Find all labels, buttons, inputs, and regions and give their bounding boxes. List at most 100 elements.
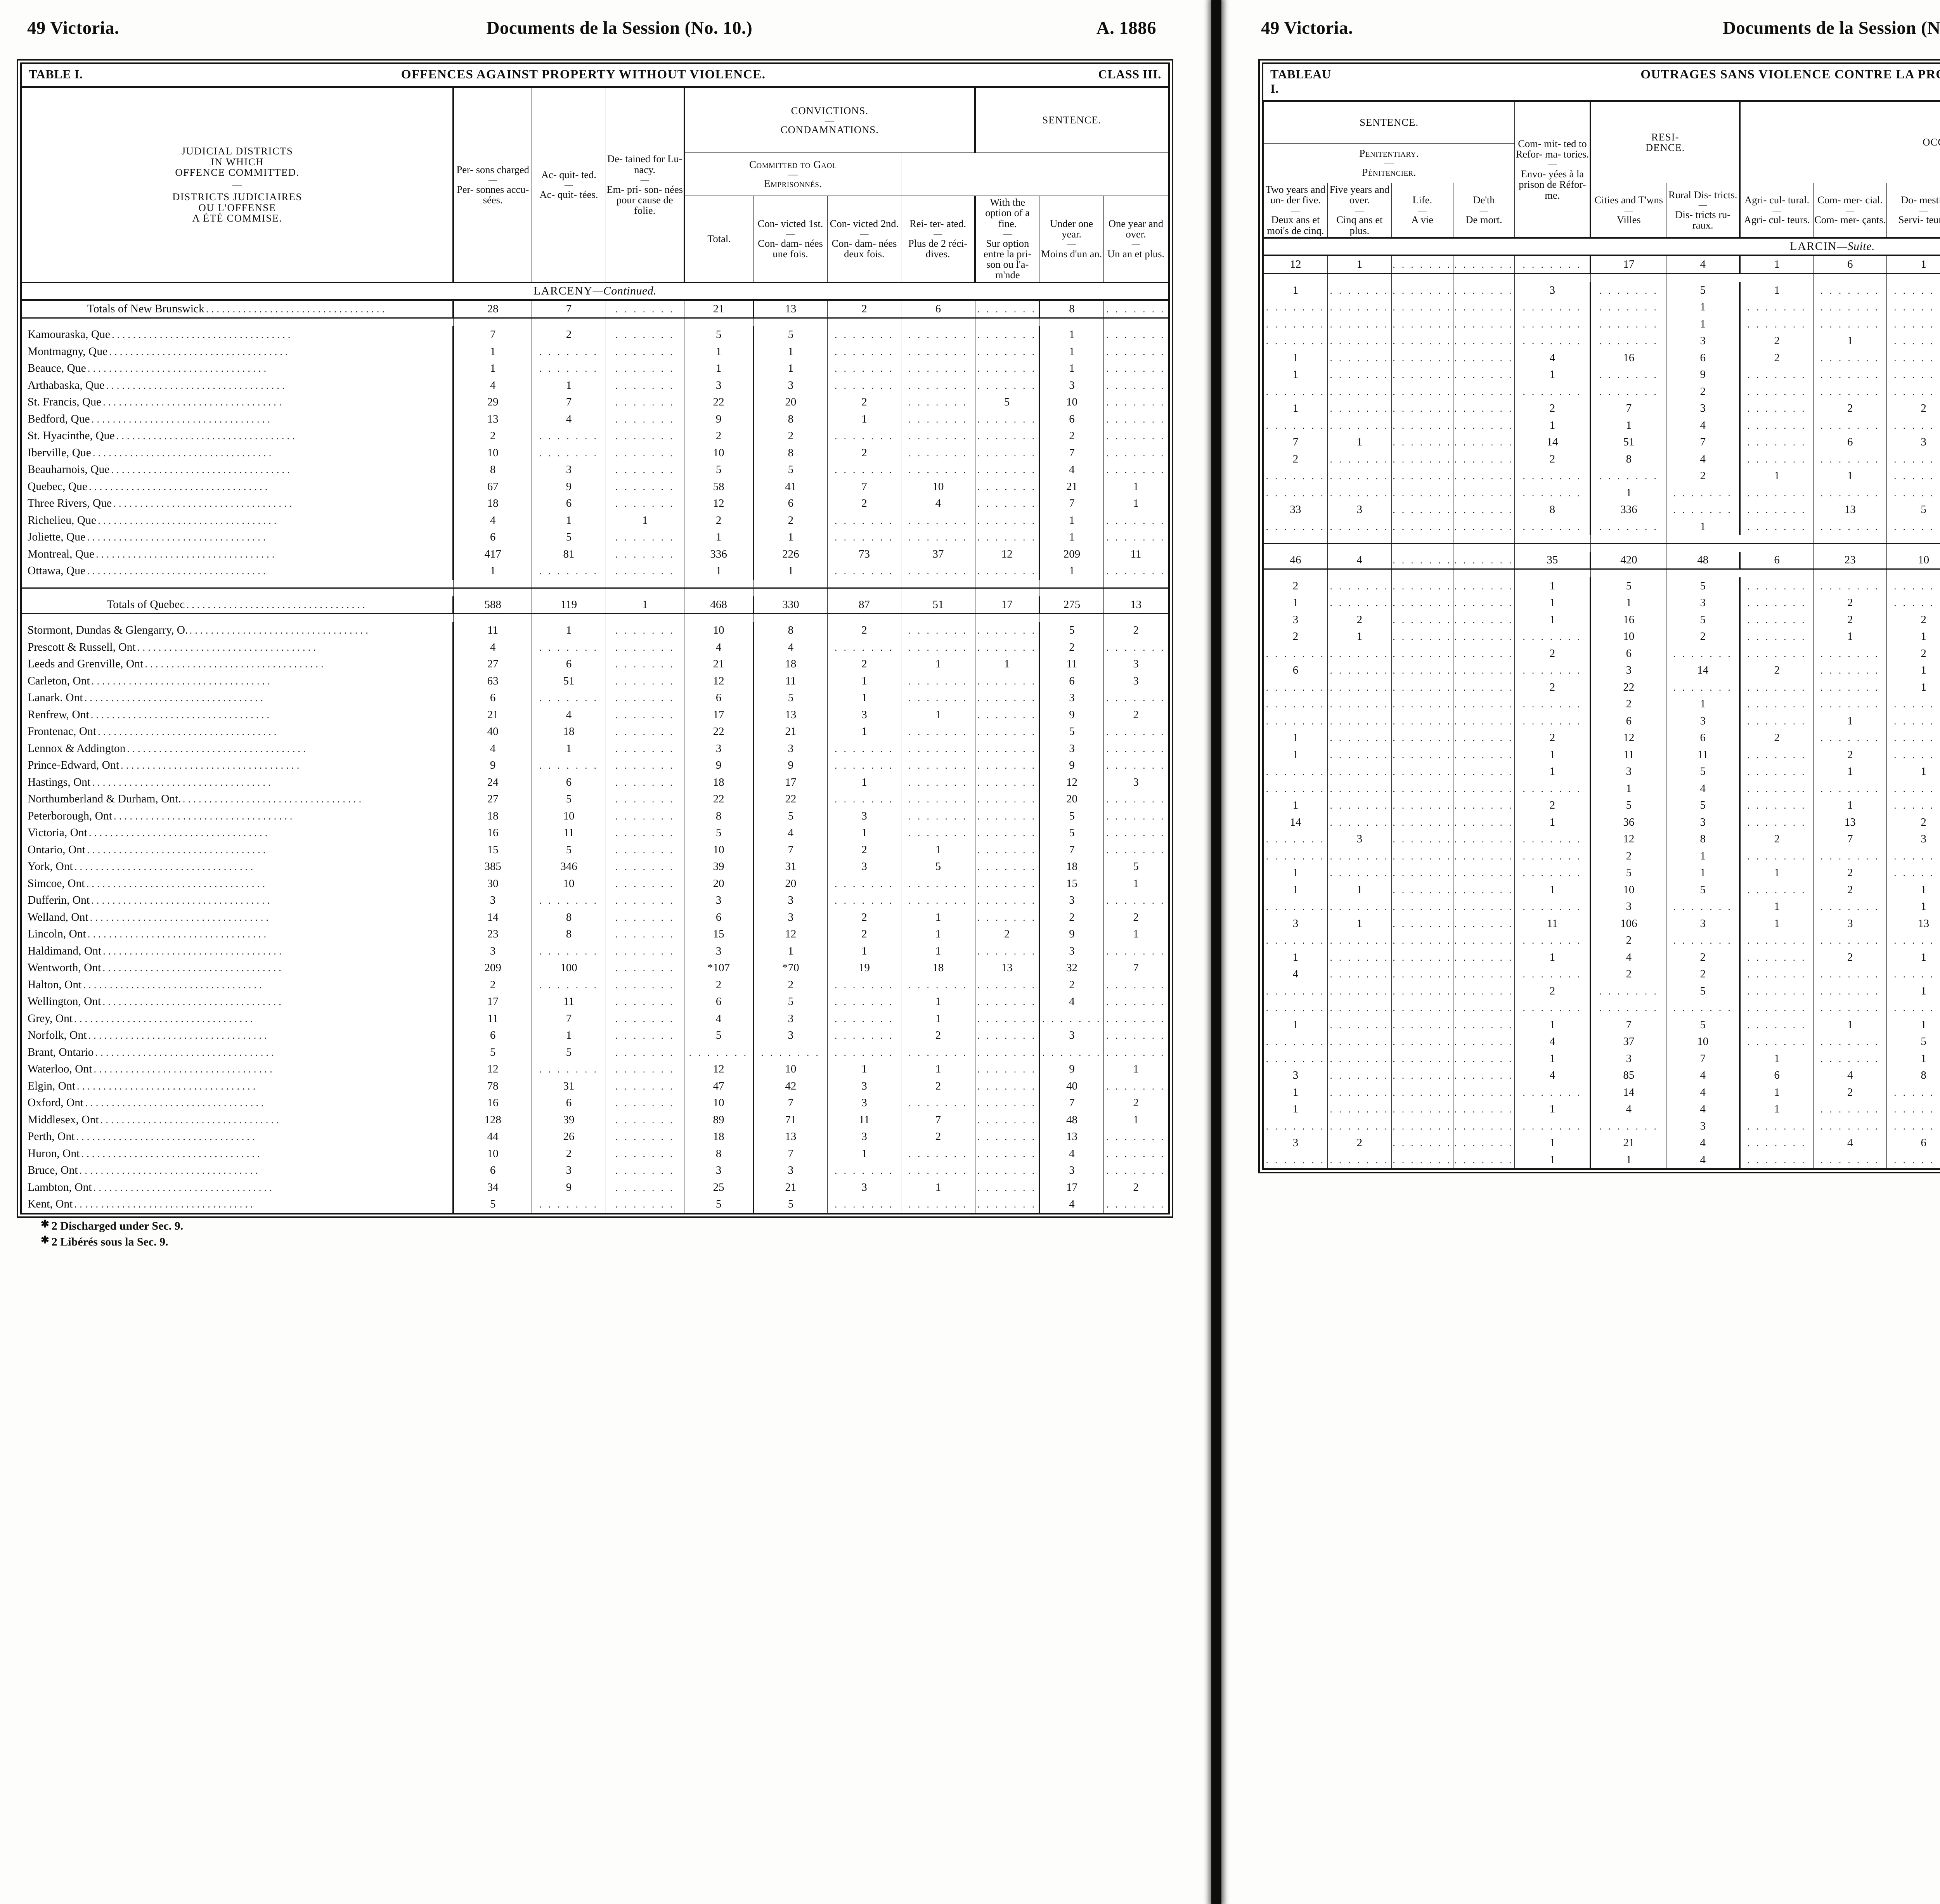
empty-cell-leader: . . . . . . . (1106, 1199, 1166, 1210)
table-cell: 1 (453, 563, 532, 580)
empty-cell-leader: . . . . . . . (977, 1064, 1037, 1075)
table-cell: . . . . . . . (975, 1095, 1040, 1112)
table-cell: 42 (753, 1078, 828, 1095)
table-cell: . . . . . . . (1739, 712, 1814, 729)
year-left: A. 1886 (1096, 18, 1156, 38)
table-cell: . . . . . . . (1263, 932, 1328, 949)
table-row: . . . . . . .. . . . . . .. . . . . . ..… (1263, 417, 1940, 434)
empty-cell-leader: . . . . . . . (908, 1098, 968, 1109)
group-penitentiary: Penitentiary. — Pénitencier. (1263, 143, 1515, 183)
table-cell: 7 (753, 1095, 828, 1112)
empty-cell-leader: . . . . . . . (1820, 1104, 1880, 1115)
table-cell: . . . . . . . (975, 300, 1040, 318)
table-row: 12 1. . . . . . .. . . . . . .. . . . . .… (1263, 255, 1940, 274)
empty-cell-leader: . . . . . . . (835, 431, 894, 442)
col-persons-charged-fr: Per- sonnes accu- sées. (456, 183, 529, 206)
empty-cell-leader: . . . . . . . (615, 997, 675, 1008)
table-cell: . . . . . . . (605, 1162, 685, 1179)
empty-cell-leader: . . . . . . . (1393, 800, 1452, 811)
table-cell: 1 (1739, 255, 1814, 274)
table-cell: . . . . . . . (827, 791, 902, 808)
table-cell: 22 (1590, 679, 1667, 696)
empty-cell-leader: . . . . . . . (1393, 437, 1452, 448)
table-cell: 17 (453, 993, 532, 1010)
table-cell: 2 (753, 976, 828, 994)
table-cell: 226 (753, 546, 828, 563)
empty-cell-leader: . . . . . . . (615, 380, 675, 391)
table-row: Prescott & Russell, Ont.................… (22, 639, 1168, 656)
table-cell: 1 (1666, 847, 1741, 865)
empty-cell-leader: . . . . . . . (977, 912, 1037, 923)
empty-cell-leader: . . . . . . . (1820, 902, 1880, 913)
table-cell: 2 (1739, 662, 1814, 679)
empty-cell-leader: . . . . . . . (539, 946, 599, 957)
table-cell: 6 (453, 1027, 532, 1044)
empty-cell-leader: . . . . . . . (1894, 800, 1940, 811)
table-cell: 3 (753, 892, 828, 909)
table-cell: 1 (605, 596, 685, 614)
col-option-fine-fr: Sur option entre la pri- son ou l'a- m'n… (983, 237, 1032, 281)
empty-cell-leader: . . . . . . . (1266, 1155, 1325, 1166)
table-cell: 19 (827, 960, 902, 977)
empty-cell-leader: . . . . . . . (1106, 414, 1166, 425)
table-cell: 3 (1039, 1162, 1104, 1179)
spacer-cell (1739, 544, 1814, 552)
district-name-cell: Lincoln, Ont............................… (22, 926, 454, 943)
table-cell: 417 (453, 546, 532, 563)
empty-cell-leader: . . . . . . . (835, 1014, 894, 1024)
empty-cell-leader: . . . . . . . (1454, 598, 1514, 609)
table-cell: . . . . . . . (1327, 898, 1392, 915)
table-cell: . . . . . . . (532, 444, 606, 462)
table-cell: . . . . . . . (1327, 1084, 1392, 1101)
empty-cell-leader: . . . . . . . (1330, 969, 1389, 980)
table-cell: 5 (1103, 858, 1168, 875)
table-cell: . . . . . . . (1886, 797, 1940, 814)
table-cell: . . . . . . . (901, 1044, 975, 1061)
spacer-cell (605, 319, 685, 327)
table-cell: . . . . . . . (1590, 467, 1667, 485)
table-cell: . . . . . . . (1453, 366, 1515, 383)
table-cell: 1 (827, 825, 902, 842)
col-death: De'th — De mort. (1453, 182, 1515, 238)
table-cell: 1 (1103, 875, 1168, 892)
table-cell: 5 (753, 993, 828, 1010)
table-cell: . . . . . . . (1739, 1117, 1814, 1135)
table-cell: . . . . . . . (827, 1044, 902, 1061)
empty-cell-leader: . . . . . . . (1393, 918, 1452, 929)
leader-dots: .................................. (85, 1097, 267, 1109)
table-cell: . . . . . . . (1514, 780, 1592, 797)
empty-cell-leader: . . . . . . . (1454, 648, 1514, 659)
table-cell: 5 (753, 461, 828, 478)
empty-cell-leader: . . . . . . . (1393, 851, 1452, 862)
spacer-cell (1453, 274, 1515, 282)
leader-dots: .................................. (74, 861, 256, 873)
rule (22, 317, 1168, 319)
empty-cell-leader: . . . . . . . (615, 811, 675, 822)
table-cell: . . . . . . . (605, 993, 685, 1010)
table-cell: . . . . . . . (827, 461, 902, 478)
empty-cell-leader: . . . . . . . (1454, 1104, 1514, 1115)
empty-cell-leader: . . . . . . . (1393, 581, 1452, 592)
table-cell: . . . . . . . (901, 461, 975, 478)
spacer-cell (1590, 570, 1667, 578)
table-row: Montreal, Que...........................… (22, 546, 1168, 563)
spacer-cell (901, 588, 975, 596)
table-cell: . . . . . . . (975, 411, 1040, 428)
table-row: 3. . . . . . .. . . . . . .. . . . . . .… (1263, 1067, 1940, 1084)
empty-cell-leader: . . . . . . . (977, 364, 1037, 374)
table-cell: 18 (753, 656, 828, 673)
empty-cell-leader: . . . . . . . (835, 1166, 894, 1176)
district-name-cell: Lennox & Addington......................… (22, 740, 454, 757)
table-cell: . . . . . . . (532, 976, 606, 994)
table-row: Lanark. Ont.............................… (22, 690, 1168, 707)
table-cell: . . . . . . . (827, 326, 902, 343)
district-name: Lambton, Ont (28, 1181, 94, 1194)
table-row: . . . . . . .. . . . . . .. . . . . . ..… (1263, 712, 1940, 729)
leader-dots: .................................. (74, 1012, 256, 1024)
table-row: 14. . . . . . .. . . . . . .. . . . . . … (1263, 814, 1940, 831)
regnal-year-left: 49 Victoria. (27, 18, 120, 38)
empty-cell-leader: . . . . . . . (908, 828, 968, 839)
district-name: Elgin, Ont (28, 1079, 77, 1092)
table-cell: 4 (1263, 965, 1328, 983)
